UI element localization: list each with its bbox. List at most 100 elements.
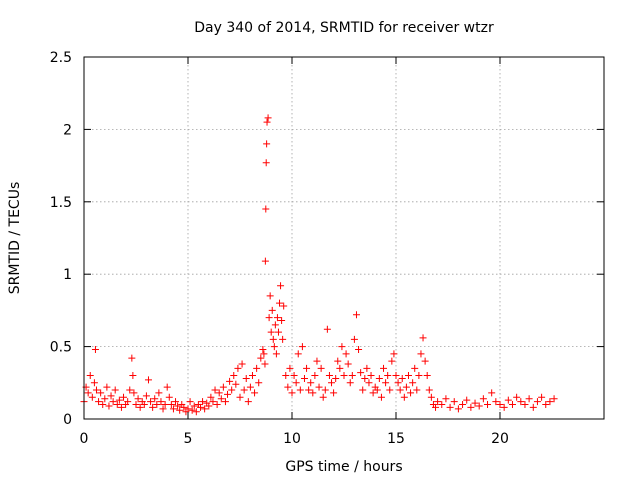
- data-point: [278, 317, 286, 325]
- data-point: [392, 372, 400, 380]
- data-point: [207, 393, 215, 401]
- data-point: [267, 328, 275, 336]
- y-tick-label: 2.5: [50, 50, 72, 66]
- data-point: [128, 354, 136, 362]
- x-axis-label: GPS time / hours: [285, 459, 402, 475]
- data-point: [388, 357, 396, 365]
- data-point: [300, 374, 308, 382]
- data-point: [99, 401, 107, 409]
- data-point: [361, 374, 369, 382]
- data-point: [136, 403, 144, 411]
- data-point: [400, 393, 408, 401]
- data-point: [120, 393, 128, 401]
- data-point: [313, 357, 321, 365]
- data-point: [521, 401, 529, 409]
- grid-lines: [84, 57, 604, 419]
- data-point: [342, 350, 350, 358]
- data-point: [272, 350, 280, 358]
- data-point: [262, 159, 270, 167]
- data-point: [159, 405, 167, 413]
- data-point: [446, 403, 454, 411]
- data-point: [97, 389, 105, 397]
- data-point: [409, 379, 417, 387]
- data-point: [488, 389, 496, 397]
- data-point: [277, 282, 285, 290]
- data-point: [142, 392, 150, 400]
- data-point: [432, 403, 440, 411]
- data-point: [251, 389, 259, 397]
- data-point: [188, 406, 196, 414]
- data-point: [169, 405, 177, 413]
- data-point: [417, 350, 425, 358]
- chart-title: Day 340 of 2014, SRMTID for receiver wtz…: [194, 20, 494, 36]
- data-point: [196, 403, 204, 411]
- data-point: [92, 386, 100, 394]
- data-point: [242, 374, 250, 382]
- data-point: [257, 354, 265, 362]
- data-point: [90, 379, 98, 387]
- data-point: [550, 395, 558, 403]
- data-point: [407, 389, 415, 397]
- data-point: [240, 386, 248, 394]
- data-point: [274, 328, 282, 336]
- data-point: [209, 398, 217, 406]
- data-point: [309, 389, 317, 397]
- data-point: [219, 383, 227, 391]
- data-point: [199, 398, 207, 406]
- data-point: [377, 393, 385, 401]
- data-point: [496, 401, 504, 409]
- tick-labels: 0 0.5 1 1.5 2 2.5 0 5 10 15 20: [50, 50, 509, 447]
- data-point: [205, 402, 213, 410]
- data-point: [153, 401, 161, 409]
- data-point: [508, 401, 516, 409]
- data-point: [174, 402, 182, 410]
- data-point: [294, 350, 302, 358]
- axis-ticks: [83, 56, 604, 420]
- data-point: [332, 374, 340, 382]
- data-point: [344, 360, 352, 368]
- data-point: [423, 372, 431, 380]
- data-point: [217, 395, 225, 403]
- data-point: [186, 398, 194, 406]
- data-point: [413, 386, 421, 394]
- data-point: [352, 311, 360, 319]
- data-point: [517, 398, 525, 406]
- data-point: [255, 379, 263, 387]
- data-point: [307, 379, 315, 387]
- data-point: [101, 395, 109, 403]
- data-point: [211, 386, 219, 394]
- data-point: [263, 140, 271, 148]
- data-point: [124, 398, 132, 406]
- x-tick-label: 20: [491, 431, 509, 447]
- data-point: [248, 372, 256, 380]
- y-tick-label: 1.5: [50, 195, 72, 211]
- data-point: [266, 292, 274, 300]
- data-point: [130, 389, 138, 397]
- data-point: [365, 379, 373, 387]
- data-point: [269, 335, 277, 343]
- data-point: [284, 383, 292, 391]
- data-point: [161, 401, 169, 409]
- data-point: [261, 360, 269, 368]
- data-point: [334, 357, 342, 365]
- data-point: [155, 389, 163, 397]
- data-point: [305, 386, 313, 394]
- data-point: [419, 334, 427, 342]
- data-point: [238, 360, 246, 368]
- data-point: [355, 345, 363, 353]
- data-point: [288, 389, 296, 397]
- data-point: [273, 314, 281, 322]
- data-point: [129, 372, 137, 380]
- data-point: [115, 396, 123, 404]
- data-point: [475, 402, 483, 410]
- data-point: [425, 386, 433, 394]
- data-point: [172, 398, 180, 406]
- data-point: [103, 383, 111, 391]
- data-point: [282, 372, 290, 380]
- data-point: [296, 386, 304, 394]
- data-point: [290, 372, 298, 380]
- data-point: [317, 364, 325, 372]
- x-tick-label: 0: [80, 431, 89, 447]
